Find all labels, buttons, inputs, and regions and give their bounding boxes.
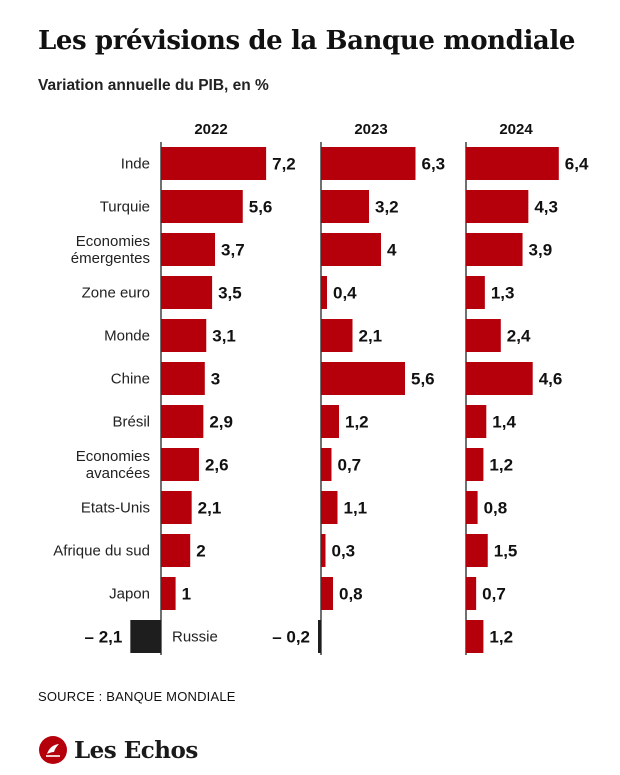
data-label: 0,8 (484, 499, 508, 518)
data-label: – 2,1 (85, 628, 123, 647)
data-label: 6,4 (565, 155, 589, 174)
chart-subtitle: Variation annuelle du PIB, en % (38, 77, 269, 94)
year-header: 2022 (194, 121, 227, 138)
data-label: – 0,2 (272, 628, 310, 647)
category-label: Economies (76, 448, 150, 465)
chart-title: Les prévisions de la Banque mondiale (38, 26, 575, 56)
data-label: 2 (196, 542, 205, 561)
bar (466, 534, 488, 567)
bar (130, 620, 161, 653)
bar (161, 534, 191, 567)
bar (321, 276, 327, 309)
bar (466, 577, 477, 610)
bar (161, 405, 204, 438)
bar (321, 491, 338, 524)
bar (466, 147, 559, 180)
data-label: 3,5 (218, 284, 242, 303)
data-label: 3,2 (375, 198, 399, 217)
category-label: Afrique du sud (53, 543, 150, 560)
data-label: 1,4 (492, 413, 516, 432)
category-label: Zone euro (82, 285, 150, 302)
category-label: avancées (86, 465, 150, 482)
bar (161, 491, 192, 524)
source-note: SOURCE : BANQUE MONDIALE (38, 689, 236, 704)
category-label: Etats-Unis (81, 500, 150, 517)
bar (321, 448, 332, 481)
data-label: 4,3 (534, 198, 558, 217)
category-label: Monde (104, 328, 150, 345)
bar (321, 233, 381, 266)
data-label: 0,3 (332, 542, 356, 561)
category-label: Brésil (112, 414, 150, 431)
data-label: 4,6 (539, 370, 563, 389)
data-label: 5,6 (249, 198, 273, 217)
bar (321, 319, 353, 352)
bar (161, 448, 199, 481)
data-label: 2,4 (507, 327, 531, 346)
data-label: 1,2 (489, 456, 513, 475)
brand-name: Les Echos (74, 736, 198, 764)
category-label: Russie (172, 629, 218, 646)
data-label: 1,3 (491, 284, 515, 303)
bar (321, 534, 326, 567)
data-label: 0,7 (338, 456, 362, 475)
data-label: 0,4 (333, 284, 357, 303)
data-label: 0,8 (339, 585, 363, 604)
data-label: 1 (182, 585, 191, 604)
bar (466, 362, 533, 395)
bar (161, 233, 216, 266)
category-label: Chine (111, 371, 150, 388)
bar (466, 491, 478, 524)
bar (161, 190, 243, 223)
data-label: 2,9 (209, 413, 233, 432)
bar (466, 276, 485, 309)
category-label: émergentes (71, 250, 150, 267)
bar (321, 362, 405, 395)
year-header: 2023 (354, 121, 387, 138)
category-label: Economies (76, 233, 150, 250)
bar (466, 190, 529, 223)
bar (321, 190, 369, 223)
data-label: 2,6 (205, 456, 229, 475)
data-label: 6,3 (422, 155, 446, 174)
bar (321, 577, 333, 610)
bar (161, 577, 176, 610)
data-label: 0,7 (482, 585, 506, 604)
data-label: 1,5 (494, 542, 518, 561)
data-label: 1,1 (344, 499, 368, 518)
data-label: 2,1 (359, 327, 383, 346)
brand-logo: Les Echos (38, 734, 198, 766)
bar (318, 620, 321, 653)
bar (466, 448, 484, 481)
category-label: Inde (121, 156, 150, 173)
bar (321, 147, 416, 180)
year-header: 2024 (499, 121, 533, 138)
data-label: 4 (387, 241, 397, 260)
bar (466, 620, 484, 653)
bar (161, 362, 205, 395)
data-label: 3,7 (221, 241, 245, 260)
les-echos-emblem-icon (39, 736, 67, 764)
bar (466, 405, 487, 438)
bar (161, 319, 207, 352)
bar (466, 319, 501, 352)
data-label: 5,6 (411, 370, 435, 389)
data-label: 3,9 (529, 241, 553, 260)
data-label: 1,2 (345, 413, 369, 432)
data-label: 2,1 (198, 499, 222, 518)
bar (321, 405, 339, 438)
data-label: 7,2 (272, 155, 296, 174)
data-label: 3,1 (212, 327, 236, 346)
category-label: Turquie (100, 199, 150, 216)
bar (161, 147, 267, 180)
data-label: 1,2 (489, 628, 513, 647)
bar (161, 276, 213, 309)
category-label: Japon (109, 586, 150, 603)
data-label: 3 (211, 370, 220, 389)
bar (466, 233, 523, 266)
